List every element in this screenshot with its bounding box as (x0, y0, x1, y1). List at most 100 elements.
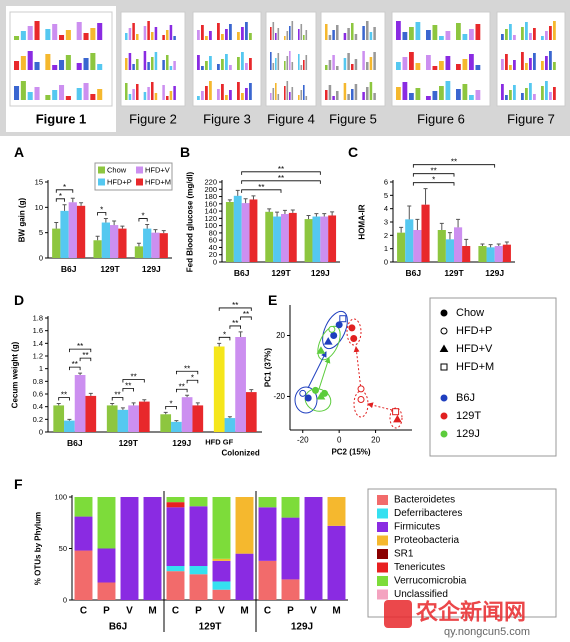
legend-swatch (98, 166, 105, 174)
thumbnail-detail (217, 64, 220, 70)
significance-label: ** (72, 360, 78, 369)
thumbnail-detail (426, 30, 431, 40)
y-tick-label: 20 (276, 331, 285, 340)
thumbnail-detail (83, 33, 89, 40)
thumbnail-detail (305, 55, 308, 70)
thumbnail-detail (332, 30, 335, 40)
y-tick-label: 5 (39, 228, 43, 237)
error-bar (399, 226, 404, 233)
thumbnail-detail (525, 22, 528, 40)
thumbnail-image (265, 11, 317, 107)
bar-segment (281, 517, 300, 580)
y-tick-label: 1 (384, 244, 388, 253)
legend-label: HFD+M (456, 361, 494, 373)
thumbnail-detail (197, 55, 200, 70)
point (330, 331, 338, 339)
thumbnail-detail (270, 52, 272, 70)
thumbnail[interactable]: Figure 7 (496, 11, 566, 127)
thumbnail[interactable]: Figure 2 (120, 11, 186, 127)
legend-marker (439, 344, 449, 352)
legend-label: Proteobacteria (394, 535, 459, 546)
thumbnail-detail (553, 62, 556, 70)
thumbnail[interactable]: Figure 4 (265, 11, 317, 127)
significance-label: ** (232, 319, 238, 328)
thumbnail-detail (475, 90, 481, 100)
thumbnail-detail (373, 27, 376, 40)
significance-bracket (165, 405, 177, 410)
point (350, 335, 358, 343)
thumbnail-detail (373, 52, 376, 70)
bar (288, 212, 297, 262)
bar-segment (143, 497, 162, 600)
thumbnail-label: Figure 1 (36, 112, 87, 127)
bar-segment (281, 579, 300, 600)
significance-bracket (229, 325, 241, 329)
significance-bracket (58, 397, 70, 401)
thumbnail-detail (533, 28, 536, 40)
error-bar (306, 214, 311, 220)
bar-segment (258, 507, 277, 561)
thumbnail[interactable]: Figure 6 (391, 11, 491, 127)
bar (74, 375, 86, 432)
legend-label: Bacteroidetes (394, 495, 455, 506)
legend-label: 129J (456, 428, 480, 440)
category-label: 129J (172, 438, 191, 448)
thumbnail[interactable]: Figure 5 (320, 11, 386, 127)
error-bar (110, 403, 115, 406)
bar (225, 202, 234, 262)
bar (486, 247, 495, 262)
thumbnail-label: Figure 6 (417, 112, 465, 127)
bar-segment (97, 497, 116, 549)
thumbnail-detail (505, 29, 508, 40)
category-label: 129J (311, 268, 330, 278)
point (335, 321, 343, 329)
thumbnail-detail (347, 53, 350, 70)
y-tick-label: 6 (384, 178, 388, 187)
thumbnail-detail (209, 31, 212, 40)
thumbnail-detail (162, 60, 165, 70)
thumbnail-detail (505, 95, 508, 100)
thumbnail-detail (415, 22, 421, 40)
thumbnail-detail (513, 60, 516, 70)
point (392, 408, 400, 416)
error-bar (407, 205, 412, 220)
thumbnail-detail (128, 53, 132, 70)
y-tick-label: 2 (384, 231, 388, 240)
thumbnail-detail (553, 21, 556, 40)
error-bar (464, 238, 469, 246)
thumbnail-detail (291, 87, 294, 100)
significance-bracket (55, 198, 65, 202)
bar-segment (258, 497, 277, 508)
thumbnail-detail (354, 84, 358, 100)
error-bar (163, 411, 168, 415)
error-bar (217, 342, 222, 347)
thumbnail-detail (154, 93, 158, 100)
legend-swatch (377, 522, 388, 532)
category-label: B6J (406, 268, 422, 278)
thumbnail-detail (97, 64, 103, 70)
thumbnail-detail (289, 26, 291, 40)
thumbnail-detail (151, 57, 154, 70)
watermark-name: 农企新闻网 (415, 600, 526, 625)
thumbnail-detail (237, 82, 240, 100)
error-bar (290, 209, 295, 213)
thumbnail-detail (286, 56, 289, 70)
significance-bracket (69, 348, 92, 353)
error-bar (70, 197, 75, 203)
bar (397, 232, 406, 262)
thumbnail[interactable]: Figure 1 (6, 6, 116, 132)
error-bar (496, 243, 501, 246)
thumbnail-detail (151, 82, 154, 100)
y-tick-label: 15 (35, 178, 43, 187)
category-label: 129T (444, 268, 464, 278)
bar (224, 418, 236, 432)
bar (138, 401, 150, 432)
error-bar (249, 389, 254, 393)
point (357, 385, 365, 393)
thumbnail-detail (14, 61, 20, 70)
bar (93, 240, 102, 258)
thumbnail-detail (415, 88, 421, 100)
error-bar (131, 402, 136, 406)
thumbnail-detail (20, 56, 26, 70)
thumbnail[interactable]: Figure 3 (192, 11, 262, 127)
